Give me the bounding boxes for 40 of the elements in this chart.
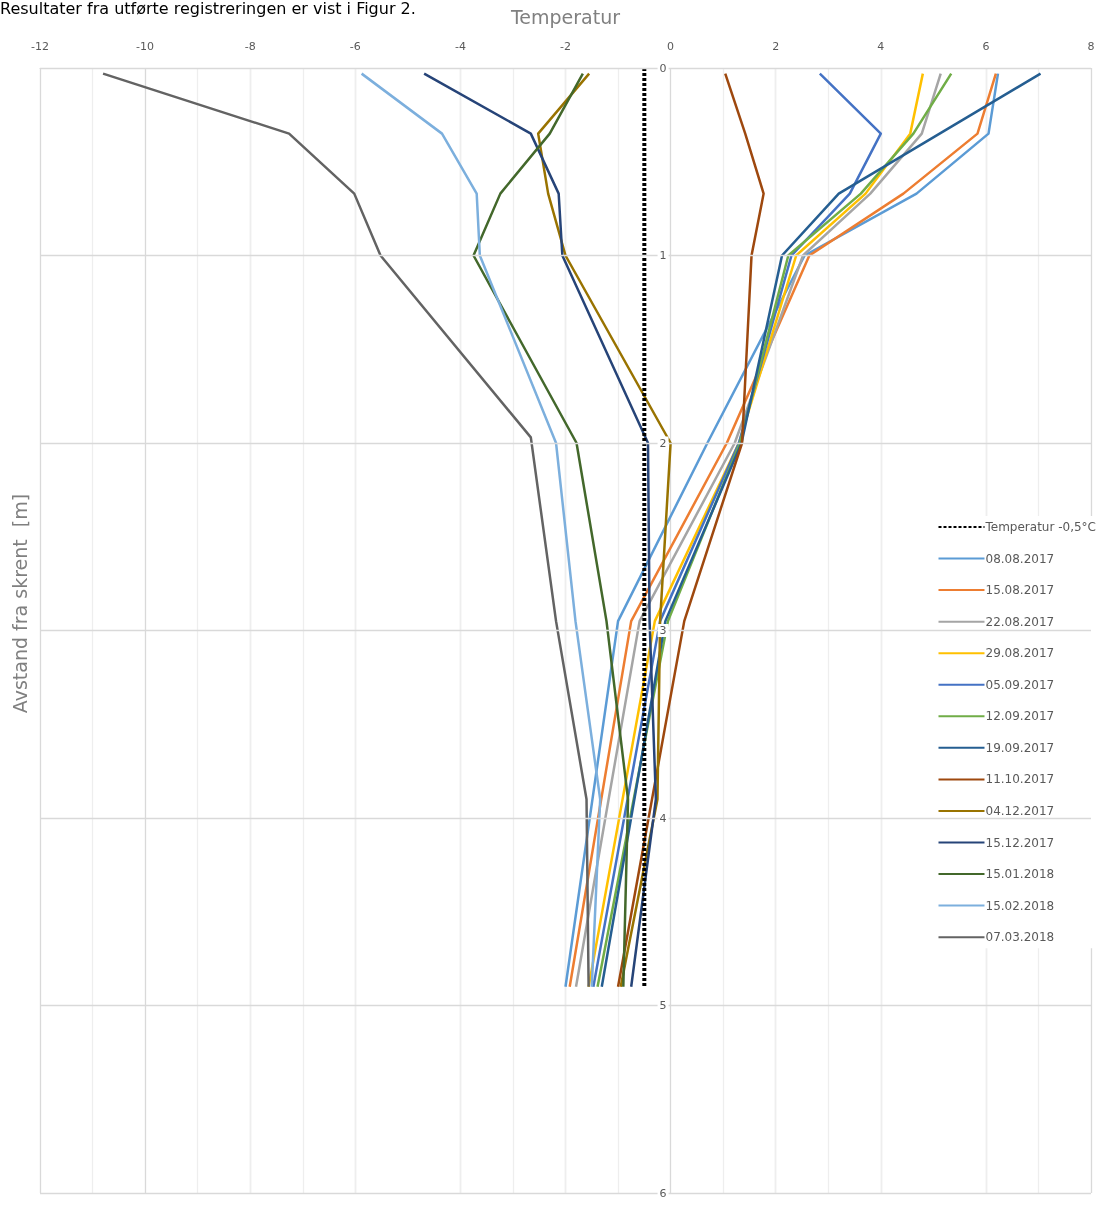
legend-label: 08.08.2017 <box>985 551 1055 566</box>
line-series <box>616 72 765 988</box>
line-series <box>422 72 658 988</box>
x-tick-label: -10 <box>136 40 155 53</box>
x-tick-label: 6 <box>982 40 990 53</box>
line-series <box>360 72 602 988</box>
y-tick-label: 1 <box>659 249 667 262</box>
legend-label: 12.09.2017 <box>985 709 1055 724</box>
legend-label: 19.09.2017 <box>985 740 1055 755</box>
legend-label: 22.08.2017 <box>985 614 1055 629</box>
y-tick-label: 3 <box>659 624 667 637</box>
legend-label: 15.01.2018 <box>985 867 1055 882</box>
x-tick-label: -8 <box>244 40 256 53</box>
x-tick-label: 4 <box>877 40 885 53</box>
x-tick-label: -12 <box>31 40 49 53</box>
legend-label: 05.09.2017 <box>985 677 1055 692</box>
legend-label: 04.12.2017 <box>985 803 1055 818</box>
legend-label: 11.10.2017 <box>985 772 1055 787</box>
legend-label: 07.03.2018 <box>985 930 1055 945</box>
y-axis-title: Avstand fra skrent [m] <box>8 493 31 714</box>
legend-label: Temperatur -0,5°C <box>984 520 1097 534</box>
x-tick-label: 2 <box>772 40 780 53</box>
x-tick-label: -4 <box>454 40 466 53</box>
y-tick-label: 5 <box>659 999 667 1012</box>
y-tick-label: 6 <box>659 1186 667 1200</box>
line-series <box>101 72 590 988</box>
x-tick-label: 8 <box>1087 40 1095 53</box>
x-tick-label: -2 <box>560 40 571 53</box>
x-axis-title: Temperatur <box>509 5 621 28</box>
line-series <box>472 72 630 988</box>
legend-label: 29.08.2017 <box>985 646 1055 661</box>
y-tick-label: 2 <box>659 436 667 450</box>
legend-label: 15.02.2018 <box>985 898 1055 913</box>
y-tick-label: 4 <box>659 811 667 825</box>
legend-label: 15.08.2017 <box>985 583 1055 598</box>
x-tick-label: 0 <box>667 40 675 53</box>
y-tick-label: 0 <box>659 61 667 75</box>
legend-label: 15.12.2017 <box>985 835 1055 850</box>
text: Resultater fra utførte registreringen er vist i Figur 2. <box>0 0 416 18</box>
x-tick-label: -6 <box>349 40 361 53</box>
